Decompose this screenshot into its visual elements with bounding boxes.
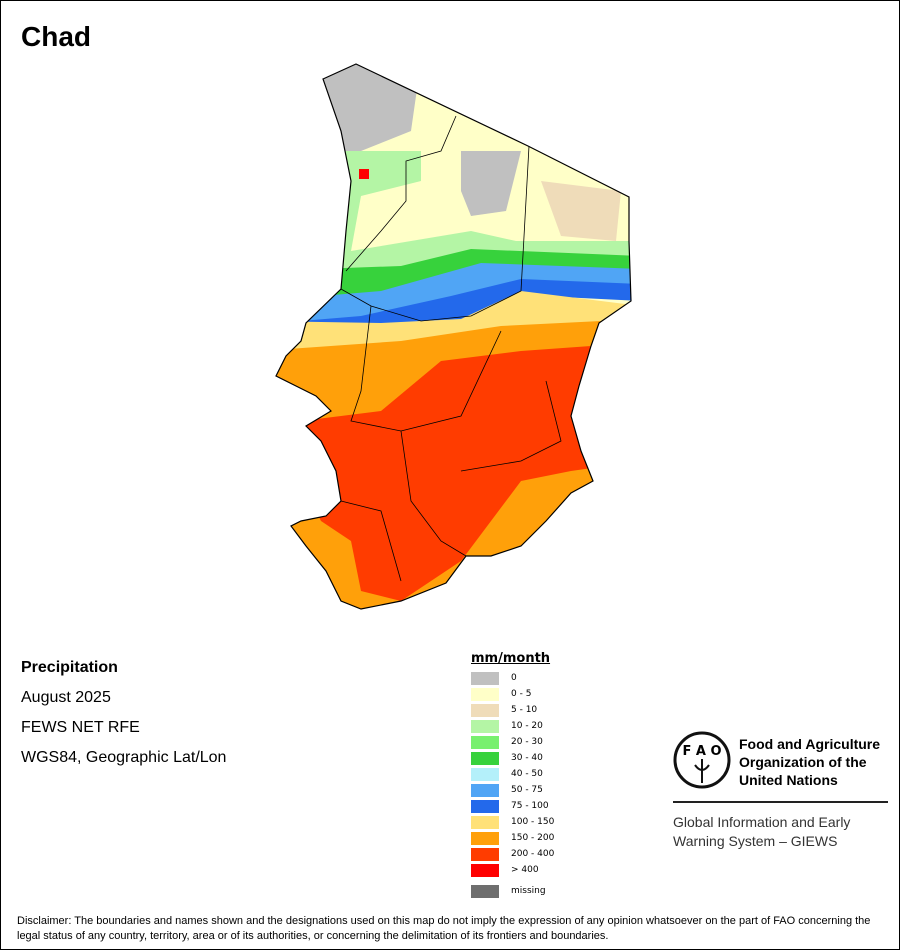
map-title: Chad	[21, 21, 91, 52]
legend-title: mm/month	[471, 651, 551, 666]
legend-label: 30 - 40	[511, 753, 543, 763]
legend-label: 10 - 20	[511, 721, 543, 731]
legend-label: 5 - 10	[511, 705, 538, 715]
legend-item: missing	[471, 883, 554, 899]
legend-item: 75 - 100	[471, 798, 554, 814]
legend-item: 40 - 50	[471, 766, 554, 782]
period-label: August 2025	[21, 689, 111, 706]
legend-swatch	[471, 847, 499, 861]
legend-swatch	[471, 767, 499, 781]
divider	[673, 801, 888, 803]
legend-swatch	[471, 671, 499, 685]
legend-label: 100 - 150	[511, 817, 555, 827]
legend-swatch	[471, 703, 499, 717]
legend-swatch	[471, 687, 499, 701]
legend-label: 0 - 5	[511, 689, 532, 699]
legend-label: > 400	[511, 865, 539, 875]
source-label: FEWS NET RFE	[21, 719, 140, 736]
legend-swatch	[471, 884, 499, 898]
legend-swatch	[471, 831, 499, 845]
legend-label: 50 - 75	[511, 785, 543, 795]
legend-item: 10 - 20	[471, 718, 554, 734]
legend-label: 40 - 50	[511, 769, 543, 779]
legend-item: 100 - 150	[471, 814, 554, 830]
legend-item: 200 - 400	[471, 846, 554, 862]
legend-swatch	[471, 751, 499, 765]
giews-label: Global Information and Early Warning Sys…	[673, 814, 851, 849]
legend: mm/month 0 0 - 5 5 - 10 10 - 20 20 - 30 30 - …	[471, 651, 554, 899]
legend-label: 150 - 200	[511, 833, 555, 843]
legend-swatch	[471, 783, 499, 797]
legend-swatch	[471, 719, 499, 733]
fao-name: Food and Agriculture Organization of the…	[739, 736, 881, 788]
legend-item: 30 - 40	[471, 750, 554, 766]
legend-swatch	[471, 799, 499, 813]
projection-label: WGS84, Geographic Lat/Lon	[21, 749, 227, 766]
legend-label: 0	[511, 673, 517, 683]
admin-boundaries	[340, 115, 562, 582]
legend-item: 20 - 30	[471, 734, 554, 750]
legend-swatch	[471, 735, 499, 749]
legend-label: missing	[511, 886, 546, 896]
legend-item: 50 - 75	[471, 782, 554, 798]
legend-item: 5 - 10	[471, 702, 554, 718]
legend-item: > 400	[471, 862, 554, 878]
svg-text:F A O: F A O	[682, 744, 721, 759]
fao-emblem-icon: F A O	[673, 731, 731, 789]
disclaimer: Disclaimer: The boundaries and names sho…	[17, 915, 871, 942]
legend-swatch	[471, 815, 499, 829]
rainfall-zones	[276, 64, 631, 609]
legend-label: 20 - 30	[511, 737, 543, 747]
legend-item: 150 - 200	[471, 830, 554, 846]
legend-label: 200 - 400	[511, 849, 555, 859]
legend-item: 0	[471, 670, 554, 686]
variable-label: Precipitation	[21, 659, 118, 676]
legend-item: 0 - 5	[471, 686, 554, 702]
legend-label: 75 - 100	[511, 801, 549, 811]
legend-swatch	[471, 863, 499, 877]
